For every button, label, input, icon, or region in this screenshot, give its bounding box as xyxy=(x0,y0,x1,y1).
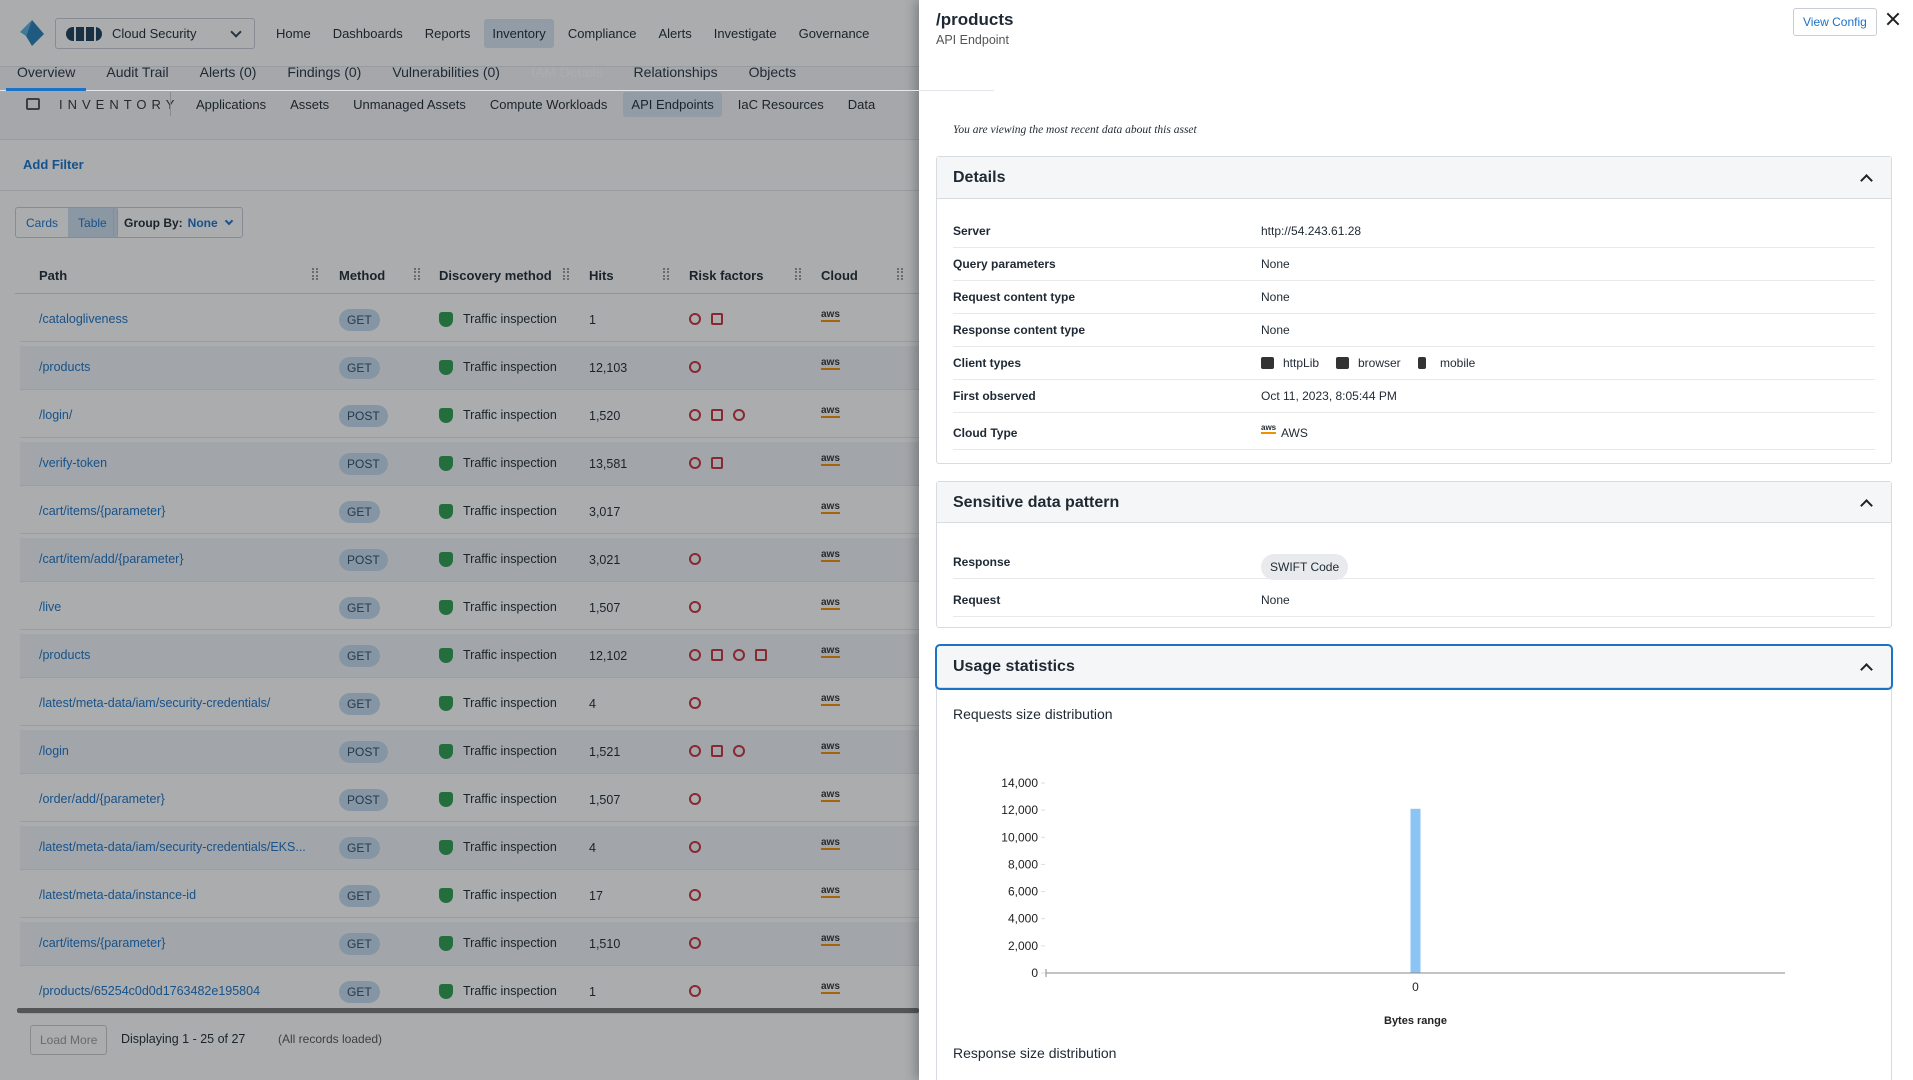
panel-title: /products xyxy=(936,10,1013,30)
y-tick-label: 6,000 xyxy=(1008,885,1038,899)
card-header[interactable] xyxy=(937,157,1891,199)
panel-tab[interactable]: Relationships xyxy=(623,56,729,91)
field-label: Client types xyxy=(953,356,1021,370)
y-tick-label: 0 xyxy=(1031,966,1038,980)
panel-tab[interactable]: Alerts (0) xyxy=(189,56,268,91)
y-tick-label: 10,000 xyxy=(1001,830,1038,844)
client-type: mobile xyxy=(1440,356,1475,370)
field-divider xyxy=(953,280,1875,281)
field-label: Request content type xyxy=(953,290,1075,304)
field-divider xyxy=(953,379,1875,380)
field-divider xyxy=(953,412,1875,413)
field-divider xyxy=(953,449,1875,450)
field-value: Oct 11, 2023, 8:05:44 PM xyxy=(1261,389,1397,403)
field-label: Query parameters xyxy=(953,257,1056,271)
client-type: httpLib xyxy=(1283,356,1319,370)
y-tick-label: 8,000 xyxy=(1008,857,1038,871)
field-divider xyxy=(953,616,1875,617)
panel-tab[interactable]: Objects xyxy=(738,56,807,91)
card: Usage statistics Requests size distributi… xyxy=(936,645,1892,1080)
field-label: Request xyxy=(953,593,1000,607)
panel-tab: IAM Details xyxy=(520,56,614,91)
section-title: Response size distribution xyxy=(953,1045,1116,1061)
client-type-icon xyxy=(1336,357,1349,369)
y-tick-label: 14,000 xyxy=(1001,776,1038,790)
x-axis-label: Bytes range xyxy=(1384,1015,1447,1027)
card: Details Server http://54.243.61.28 Query pa… xyxy=(936,156,1892,464)
panel-tab[interactable]: Vulnerabilities (0) xyxy=(381,56,511,91)
bar xyxy=(1411,809,1421,973)
field-value: None xyxy=(1261,323,1290,337)
panel-tab[interactable]: Audit Trail xyxy=(95,56,179,91)
field-label: First observed xyxy=(953,389,1036,403)
field-divider xyxy=(953,313,1875,314)
field-value: None xyxy=(1261,290,1290,304)
field-value: AWS xyxy=(1281,426,1308,440)
field-value: http://54.243.61.28 xyxy=(1261,224,1361,238)
y-tick-label: 12,000 xyxy=(1001,803,1038,817)
y-tick-label: 2,000 xyxy=(1008,939,1038,953)
field-divider xyxy=(953,247,1875,248)
field-label: Cloud Type xyxy=(953,426,1017,440)
card-title: Usage statistics xyxy=(953,658,1075,676)
bar-chart: 0 2,000 4,000 6,000 8,000 10,000 12,000 14,000 0… xyxy=(937,741,1893,1041)
field-value: None xyxy=(1261,257,1290,271)
field-label: Response content type xyxy=(953,323,1085,337)
client-type-icon xyxy=(1261,357,1274,369)
cloud-logo: aws xyxy=(1261,424,1276,434)
view-config[interactable]: View Config xyxy=(1793,8,1877,36)
card-header[interactable] xyxy=(937,646,1891,688)
client-type: browser xyxy=(1358,356,1401,370)
field-divider xyxy=(953,578,1875,579)
overlay[interactable] xyxy=(0,0,919,1080)
side-panel: /products API Endpoint View Config You are … xyxy=(919,0,1913,1080)
card-title: Details xyxy=(953,169,1005,187)
pattern-chip: SWIFT Code xyxy=(1261,554,1348,580)
field-value: None xyxy=(1261,593,1290,607)
field-divider xyxy=(953,346,1875,347)
panel-tabs: Overview Audit Trail Alerts (0)Findings (0… xyxy=(0,56,994,91)
panel-tab[interactable]: Findings (0) xyxy=(276,56,372,91)
client-type-icon xyxy=(1418,357,1426,369)
notice: You are viewing the most recent data abo… xyxy=(953,124,1197,136)
field-label: Server xyxy=(953,224,990,238)
x-tick-label: 0 xyxy=(1412,980,1419,994)
card: Sensitive data pattern Response SWIFT Code… xyxy=(936,481,1892,628)
panel-subtitle: API Endpoint xyxy=(936,33,1009,47)
close-button[interactable] xyxy=(1885,11,1901,27)
y-tick-label: 4,000 xyxy=(1008,912,1038,926)
panel-tab[interactable]: Overview xyxy=(6,56,86,91)
card-title: Sensitive data pattern xyxy=(953,494,1119,512)
chart-title: Requests size distribution xyxy=(953,706,1113,722)
field-label: Response xyxy=(953,555,1010,569)
